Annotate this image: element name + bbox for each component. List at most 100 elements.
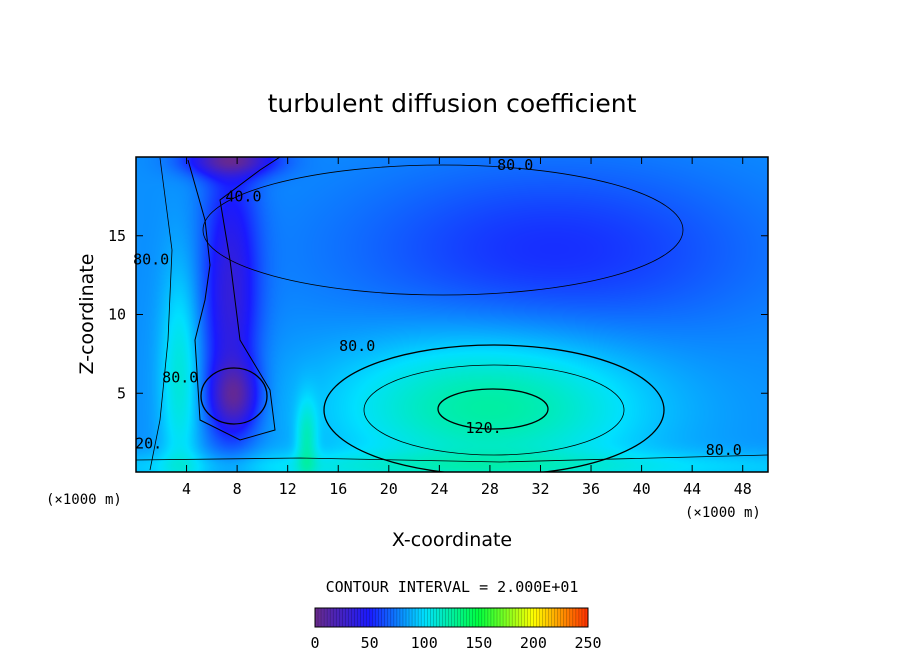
colorbar-swatch [369, 608, 373, 627]
colorbar-swatch [481, 608, 486, 627]
colorbar-swatch [424, 608, 428, 627]
colorbar-swatch [578, 608, 583, 627]
colorbar-swatch [490, 608, 495, 627]
colorbar-swatch [536, 608, 540, 627]
x-tick-label: 44 [683, 480, 701, 498]
colorbar-tick-label: 250 [574, 634, 601, 652]
contour-label: 80.0 [339, 337, 375, 355]
y-tick-label: 5 [117, 384, 126, 402]
colorbar-swatch [533, 608, 537, 627]
colorbar-swatch [469, 608, 474, 627]
colorbar-swatch [487, 608, 492, 627]
y-axis-label: Z-coordinate [76, 254, 98, 375]
colorbar-swatch [402, 608, 407, 627]
colorbar-swatch [360, 608, 364, 627]
y-tick-label: 10 [108, 306, 126, 324]
x-axis-ticks: 4 8 12 16 20 24 28 32 36 40 44 48 [182, 157, 752, 498]
contour-line-80 [323, 344, 665, 472]
colorbar-swatch [509, 608, 513, 627]
colorbar-swatch [563, 608, 568, 627]
colorbar-swatch [427, 608, 431, 627]
colorbar-swatch [542, 608, 546, 627]
colorbar-swatch [430, 608, 434, 627]
colorbar-swatch [436, 608, 440, 627]
colorbar-swatch [460, 608, 464, 627]
colorbar-swatch [336, 608, 340, 627]
colorbar-tick-label: 150 [465, 634, 492, 652]
contour-line-low-core [200, 367, 268, 425]
colorbar-swatch [412, 608, 416, 627]
colorbar-swatch [378, 608, 383, 627]
colorbar-swatch [384, 608, 389, 627]
x-tick-label: 24 [430, 480, 448, 498]
colorbar-swatch [393, 608, 398, 627]
x-tick-label: 48 [734, 480, 752, 498]
colorbar-swatch [530, 608, 534, 627]
colorbar-swatch [442, 608, 446, 627]
colorbar-swatch [375, 608, 379, 627]
colorbar-swatch [545, 608, 549, 627]
colorbar-swatch [454, 608, 458, 627]
colorbar-swatch [500, 608, 504, 627]
colorbar-tick-label: 200 [520, 634, 547, 652]
colorbar-swatch [439, 608, 443, 627]
colorbar-swatch [512, 608, 516, 627]
contour-label: 120. [466, 419, 502, 437]
colorbar-swatch [484, 608, 489, 627]
contour-interval-text: CONTOUR INTERVAL = 2.000E+01 [326, 578, 579, 596]
colorbar-swatch [584, 608, 589, 627]
colorbar-swatch [333, 608, 337, 627]
colorbar-swatch [557, 608, 561, 627]
colorbar-swatch [327, 608, 331, 627]
colorbar-swatch [421, 608, 425, 627]
colorbar-swatch [330, 608, 334, 627]
colorbar-swatch [551, 608, 555, 627]
colorbar-swatch [475, 608, 480, 627]
colorbar-swatch [387, 608, 392, 627]
colorbar-swatch [466, 608, 470, 627]
colorbar-swatch [566, 608, 571, 627]
colorbar-swatch [515, 608, 519, 627]
plot-area: 80.0 40.0 80.0 80.0 80.0 120. 80.0 20. [133, 156, 769, 473]
colorbar-swatch [351, 608, 355, 627]
colorbar-swatch [451, 608, 455, 627]
colorbar-swatch [366, 608, 370, 627]
x-tick-label: 16 [329, 480, 347, 498]
colorbar-swatch [418, 608, 422, 627]
x-tick-label: 28 [481, 480, 499, 498]
colorbar-frame [314, 607, 589, 628]
colorbar: 0 50 100 150 200 250 [310, 607, 602, 652]
colorbar-swatch [478, 608, 483, 627]
colorbar-swatch [524, 608, 528, 627]
contour-label: 80.0 [706, 441, 742, 459]
colorbar-swatch [506, 608, 510, 627]
colorbar-swatches [314, 608, 589, 627]
colorbar-swatch [315, 608, 319, 627]
colorbar-swatch [409, 608, 413, 627]
colorbar-swatch [433, 608, 437, 627]
colorbar-swatch [321, 608, 325, 627]
colorbar-swatch [572, 608, 577, 627]
colorbar-swatch [318, 608, 322, 627]
contour-line-left-column [149, 157, 173, 471]
contour-label: 80.0 [497, 156, 533, 174]
contour-line-upper [202, 164, 684, 296]
colorbar-tick-label: 100 [411, 634, 438, 652]
contour-line-100 [363, 364, 625, 456]
x-tick-label: 8 [233, 480, 242, 498]
colorbar-ticks: 0 50 100 150 200 250 [310, 634, 601, 652]
colorbar-swatch [363, 608, 367, 627]
colorbar-swatch [339, 608, 343, 627]
colorbar-swatch [406, 608, 410, 627]
x-tick-label: 20 [380, 480, 398, 498]
colorbar-tick-label: 50 [361, 634, 379, 652]
colorbar-swatch [399, 608, 404, 627]
colorbar-swatch [463, 608, 467, 627]
colorbar-swatch [554, 608, 558, 627]
colorbar-swatch [345, 608, 349, 627]
colorbar-swatch [354, 608, 358, 627]
colorbar-swatch [448, 608, 452, 627]
x-tick-label: 32 [531, 480, 549, 498]
colorbar-tick-label: 0 [310, 634, 319, 652]
